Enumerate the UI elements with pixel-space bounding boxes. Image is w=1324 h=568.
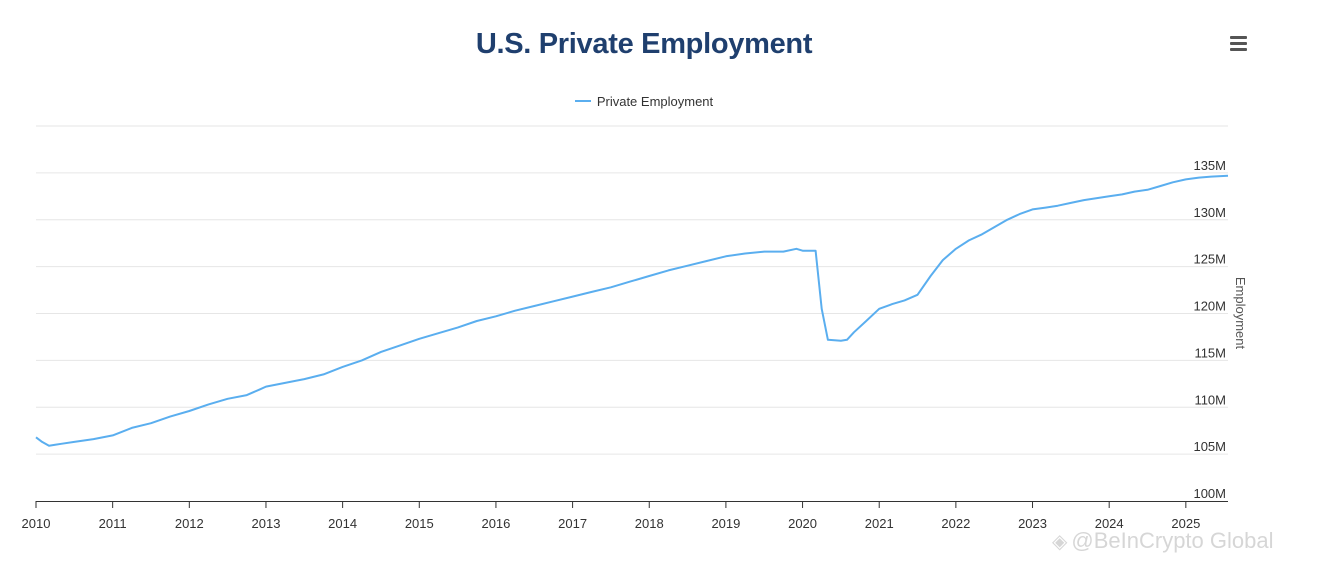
x-tick-label: 2011 (99, 516, 127, 531)
y-tick-label: 105M (1193, 439, 1226, 454)
x-tick-label: 2022 (941, 516, 970, 531)
grid-lines (36, 125, 1228, 455)
x-tick-label: 2017 (558, 516, 587, 531)
y-tick-label: 110M (1194, 392, 1226, 407)
y-tick-label: 135M (1193, 158, 1226, 173)
legend: Private Employment (0, 90, 1288, 109)
y-tick-label: 115M (1194, 345, 1226, 360)
series-layer (35, 174, 1229, 447)
y-tick-label: 130M (1193, 205, 1226, 220)
y-axis-title: Employment (1233, 277, 1248, 350)
watermark: ◈ @BeInCrypto Global (1052, 528, 1273, 554)
legend-label: Private Employment (596, 93, 714, 109)
watermark-text: @BeInCrypto Global (1071, 528, 1274, 553)
legend-item-private-employment[interactable]: Private Employment (574, 93, 714, 109)
y-axis: 100M 105M 110M 115M 120M 125M 130M 135M (1193, 158, 1226, 501)
x-tick-label: 2025 (1171, 516, 1200, 531)
x-tick-label: 2021 (865, 516, 894, 531)
chart-title: U.S. Private Employment (475, 28, 813, 60)
hamburger-menu-icon[interactable] (1226, 32, 1252, 54)
x-tick-label: 2010 (22, 516, 51, 531)
x-tick-label: 2023 (1018, 516, 1047, 531)
x-tick-label: 2019 (711, 516, 740, 531)
x-tick-label: 2014 (328, 516, 357, 531)
x-tick-label: 2020 (788, 516, 817, 531)
x-axis: 2010 2011 2012 2013 2014 2015 2016 2017 2018 2019… (22, 501, 1228, 531)
x-tick-label: 2015 (405, 516, 434, 531)
y-tick-label: 125M (1193, 252, 1226, 267)
x-tick-label: 2016 (481, 516, 510, 531)
legend-swatch (574, 100, 591, 102)
x-tick-label: 2013 (252, 516, 281, 531)
x-tick-label: 2024 (1095, 516, 1124, 531)
x-tick-label: 2012 (175, 516, 204, 531)
x-tick-label: 2018 (635, 516, 664, 531)
diamond-logo-icon: ◈ (1052, 531, 1068, 553)
series-line-private-employment[interactable] (35, 174, 1229, 447)
y-tick-label: 100M (1193, 486, 1226, 501)
y-tick-label: 120M (1193, 299, 1226, 314)
